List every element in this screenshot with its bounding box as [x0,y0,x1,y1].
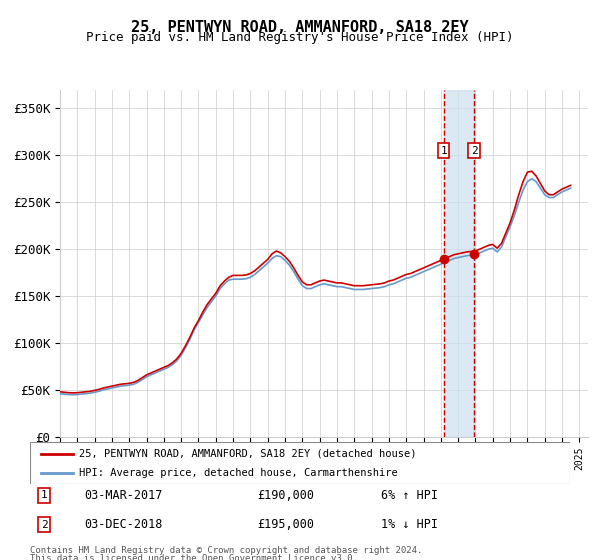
Bar [444,90,474,437]
Text: 03-MAR-2017: 03-MAR-2017 [84,489,163,502]
Text: 1% ↓ HPI: 1% ↓ HPI [381,518,438,531]
Text: 25, PENTWYN ROAD, AMMANFORD, SA18 2EY: 25, PENTWYN ROAD, AMMANFORD, SA18 2EY [131,20,469,35]
Text: 1: 1 [41,491,47,500]
Text: £195,000: £195,000 [257,518,314,531]
Text: 2: 2 [471,146,478,156]
Text: HPI: Average price, detached house, Carmarthenshire: HPI: Average price, detached house, Carm… [79,468,397,478]
Text: 2: 2 [41,520,47,530]
Text: 1: 1 [440,146,447,156]
Text: This data is licensed under the Open Government Licence v3.0.: This data is licensed under the Open Gov… [30,554,358,560]
Text: 03-DEC-2018: 03-DEC-2018 [84,518,163,531]
Text: 6% ↑ HPI: 6% ↑ HPI [381,489,438,502]
Text: £190,000: £190,000 [257,489,314,502]
Text: Price paid vs. HM Land Registry's House Price Index (HPI): Price paid vs. HM Land Registry's House … [86,31,514,44]
FancyBboxPatch shape [30,442,570,484]
Text: 25, PENTWYN ROAD, AMMANFORD, SA18 2EY (detached house): 25, PENTWYN ROAD, AMMANFORD, SA18 2EY (d… [79,449,416,459]
Text: Contains HM Land Registry data © Crown copyright and database right 2024.: Contains HM Land Registry data © Crown c… [30,546,422,555]
